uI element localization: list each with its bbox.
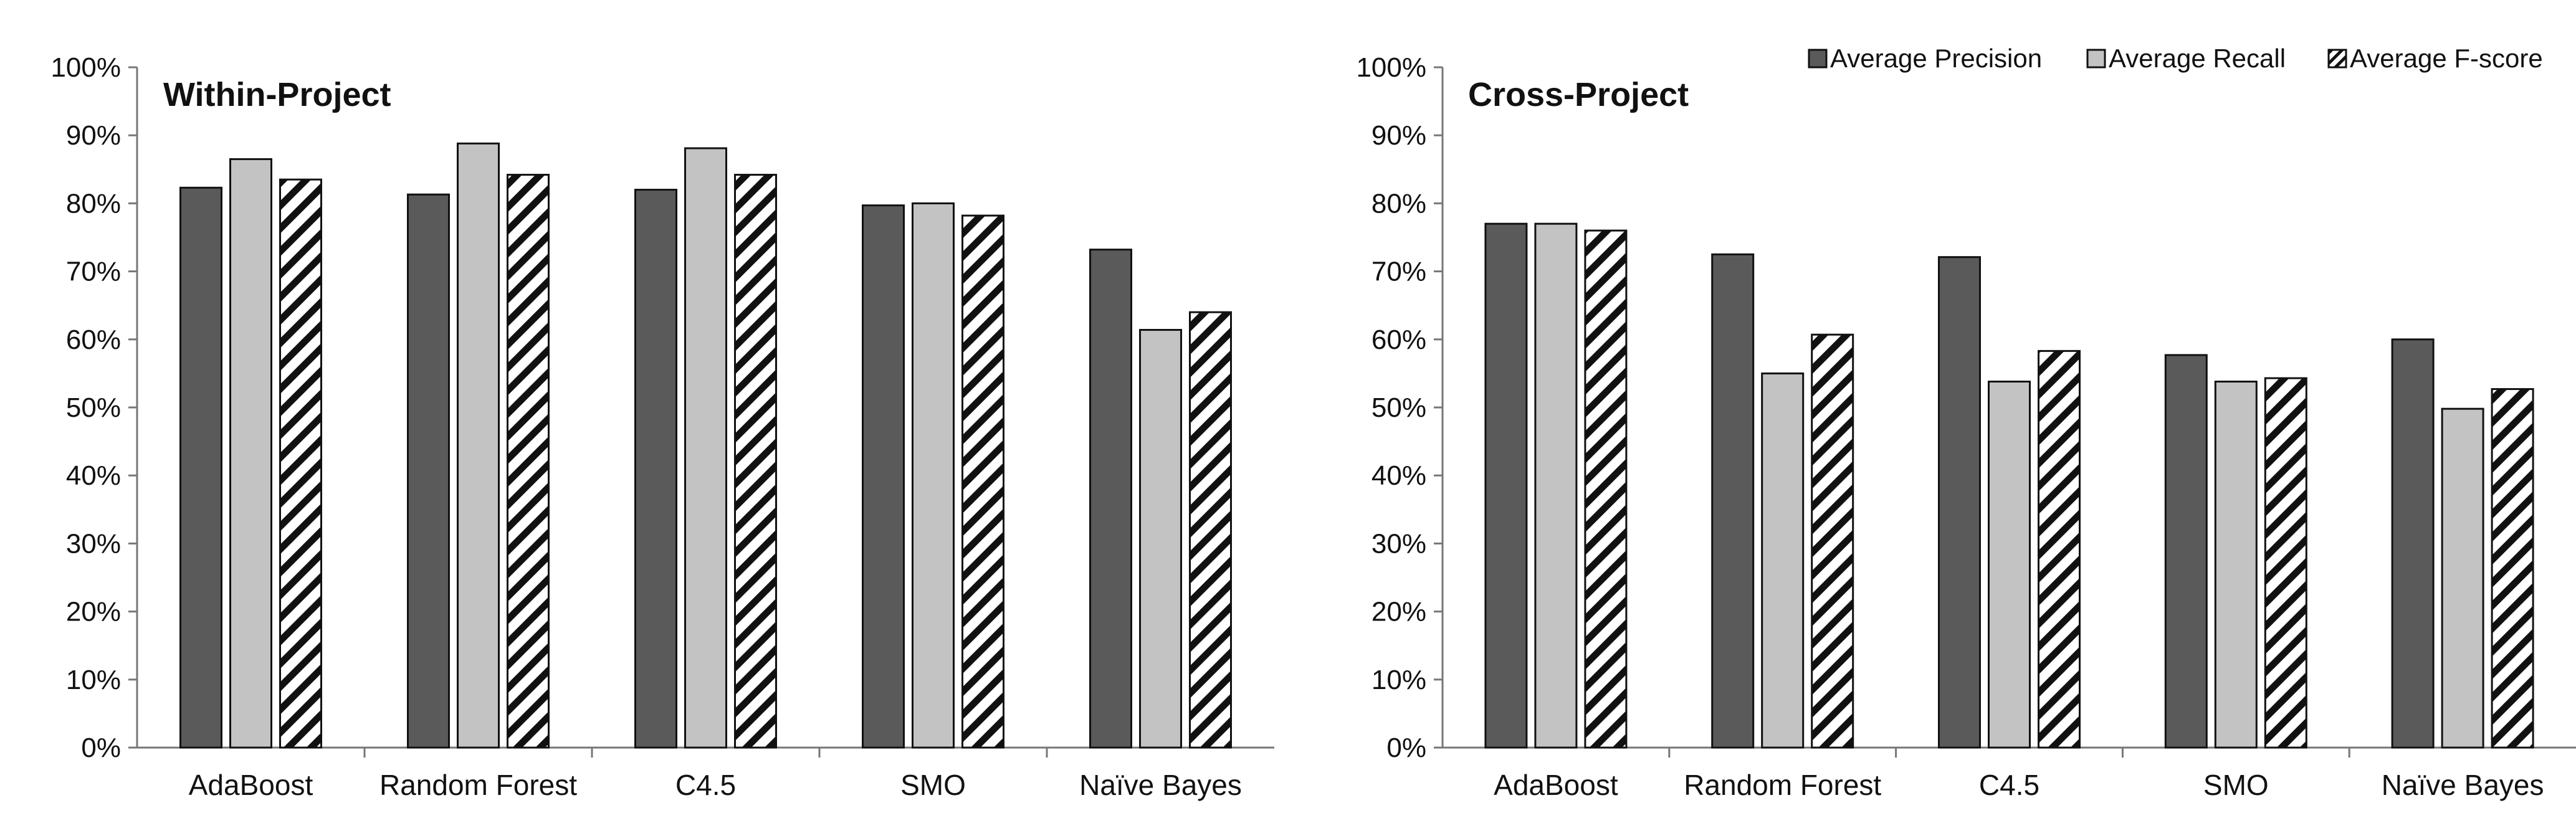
bar-recall-5	[2441, 407, 2484, 749]
bar-recall-2	[1761, 372, 1805, 749]
bar-recall-1	[1534, 222, 1578, 749]
bar-fscore-1	[1584, 229, 1628, 749]
y-tick-label: 60%	[66, 325, 121, 355]
y-tick-label: 20%	[66, 597, 121, 627]
legend-swatch-recall	[2086, 49, 2106, 69]
y-tick-label: 10%	[1371, 665, 1426, 695]
legend: Average Precision Average Recall Average F…	[1808, 44, 2543, 73]
bar-recall-3	[1988, 381, 2031, 749]
y-tick-label: 100%	[1356, 52, 1426, 83]
y-tick-label: 10%	[66, 665, 121, 695]
bar-precision-2	[407, 193, 450, 749]
x-category-label: AdaBoost	[1494, 769, 1618, 801]
bar-precision-5	[2391, 338, 2435, 749]
bar-fscore-3	[2038, 349, 2081, 749]
bar-recall-1	[229, 158, 272, 749]
bar-fscore-2	[507, 174, 550, 749]
bar-precision-3	[1938, 256, 1981, 749]
y-tick-label: 100%	[50, 52, 121, 83]
bar-precision-1	[179, 186, 222, 749]
chart-panels: 0% 10% 20% 30% 40% 50% 60% 70% 80% 90% 100% AdaBoos…	[50, 52, 2576, 801]
bar-precision-5	[1089, 249, 1132, 749]
bar-fscore-4	[961, 214, 1004, 749]
y-tick-label: 70%	[1371, 257, 1426, 287]
y-tick-label: 50%	[66, 392, 121, 423]
bar-fscore-5	[1189, 311, 1232, 749]
x-category-label: SMO	[2203, 769, 2269, 801]
y-tick-label: 40%	[66, 460, 121, 491]
y-tick-label: 0%	[1386, 733, 1426, 763]
bar-fscore-4	[2264, 377, 2307, 749]
chart-panel-2: 0% 10% 20% 30% 40% 50% 60% 70% 80% 90% 100% AdaBoos…	[1356, 52, 2576, 801]
bar-recall-4	[2214, 381, 2258, 749]
y-tick-label: 70%	[66, 257, 121, 287]
x-category-label: SMO	[900, 769, 966, 801]
x-category-label: Random Forest	[1684, 769, 1881, 801]
x-category-label: C4.5	[675, 769, 736, 801]
bar-precision-2	[1711, 253, 1755, 749]
legend-item-fscore: Average F-score	[2327, 44, 2543, 73]
y-tick-label: 40%	[1371, 460, 1426, 491]
x-category-label: Naïve Bayes	[2382, 769, 2544, 801]
x-category-label: Naïve Bayes	[1079, 769, 1242, 801]
y-tick-label: 30%	[66, 528, 121, 559]
legend-label-precision: Average Precision	[1830, 44, 2042, 73]
legend-swatch-precision	[1808, 49, 1828, 69]
bar-recall-5	[1139, 329, 1182, 749]
bar-fscore-5	[2491, 388, 2534, 749]
bar-recall-4	[912, 202, 955, 749]
bar-precision-4	[862, 204, 905, 749]
bar-fscore-1	[279, 178, 322, 749]
panel-title: Cross-Project	[1468, 76, 1689, 113]
bar-recall-3	[684, 147, 727, 749]
legend-label-fscore: Average F-score	[2350, 44, 2543, 73]
y-tick-label: 20%	[1371, 597, 1426, 627]
legend-swatch-fscore	[2327, 49, 2347, 69]
x-category-label: C4.5	[1979, 769, 2039, 801]
y-tick-label: 30%	[1371, 528, 1426, 559]
legend-label-recall: Average Recall	[2109, 44, 2286, 73]
bar-fscore-3	[734, 174, 777, 749]
panel-title: Within-Project	[163, 76, 391, 113]
legend-item-recall: Average Recall	[2086, 44, 2286, 73]
y-tick-label: 90%	[66, 120, 121, 151]
bar-recall-2	[457, 142, 500, 749]
y-tick-label: 90%	[1371, 120, 1426, 151]
y-tick-label: 0%	[81, 733, 121, 763]
legend-item-precision: Average Precision	[1808, 44, 2042, 73]
bar-precision-4	[2164, 354, 2208, 749]
chart-panel-1: 0% 10% 20% 30% 40% 50% 60% 70% 80% 90% 100% AdaBoos…	[50, 52, 1274, 801]
bar-precision-1	[1484, 222, 1528, 749]
y-tick-label: 60%	[1371, 325, 1426, 355]
bar-fscore-2	[1811, 333, 1854, 749]
x-category-label: Random Forest	[379, 769, 577, 801]
y-tick-label: 50%	[1371, 392, 1426, 423]
bar-precision-3	[634, 189, 677, 749]
y-tick-label: 80%	[66, 188, 121, 219]
y-tick-label: 80%	[1371, 188, 1426, 219]
x-category-label: AdaBoost	[189, 769, 313, 801]
